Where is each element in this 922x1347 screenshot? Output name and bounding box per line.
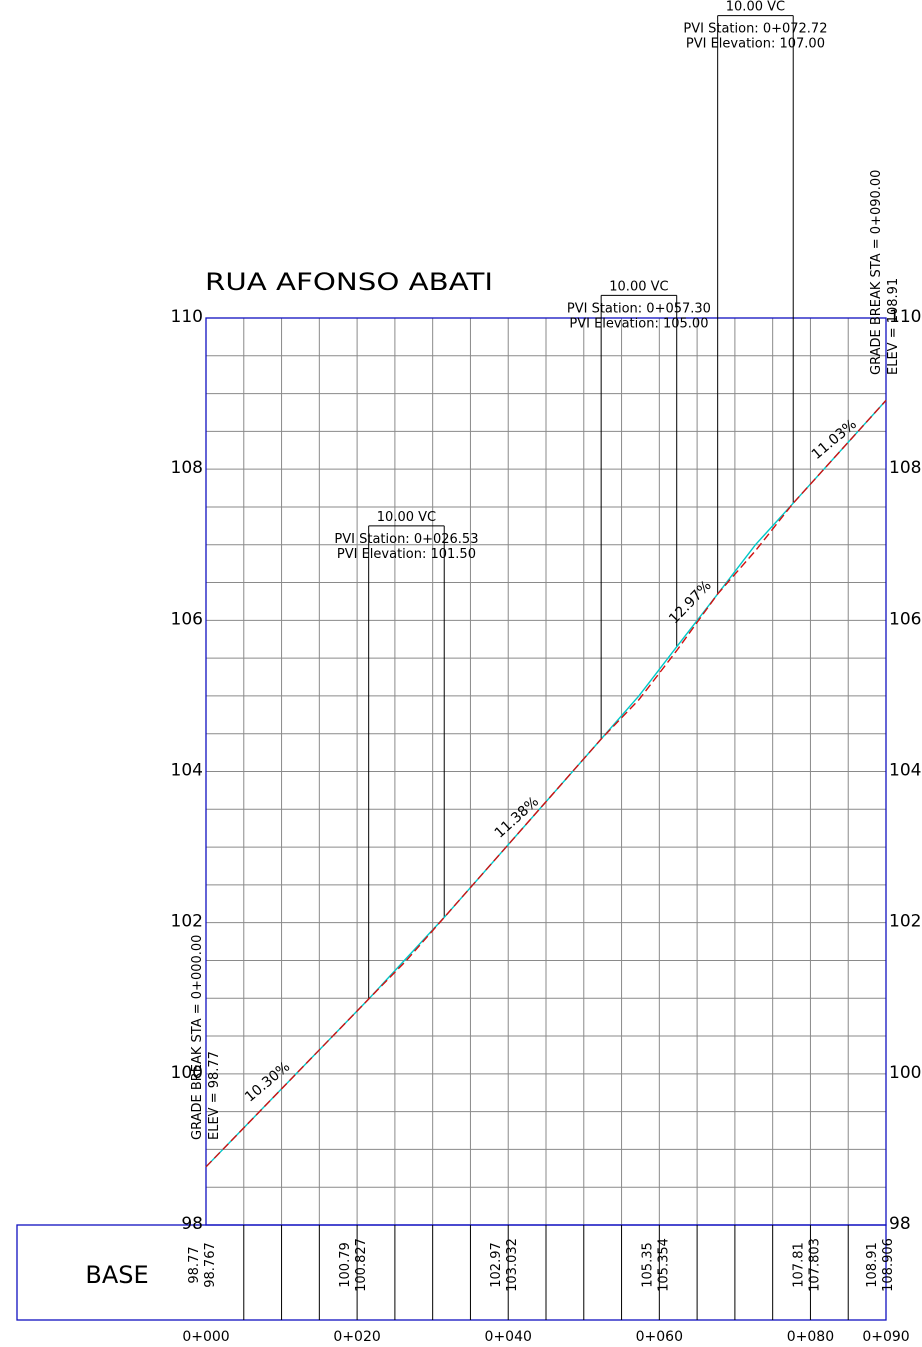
x-tick-label: 0+080 bbox=[787, 1329, 834, 1345]
y-tick-label-left: 106 bbox=[171, 609, 203, 629]
base-table: BASE 98.77 98.767 100.79 100.827 102.97 103.03… bbox=[16, 1224, 896, 1321]
pvi-station-label: PVI Station: 0+057.30 bbox=[567, 301, 711, 316]
y-tick-label-left: 108 bbox=[171, 458, 203, 478]
y-tick-label-left: 110 bbox=[171, 307, 203, 327]
vc-length-label: 10.00 VC bbox=[726, 0, 785, 15]
existing-ground-line bbox=[205, 399, 887, 1168]
axis-labels: 98 98 100 100 102 102 104 104 106 106 108 108 110 110… bbox=[171, 307, 922, 1345]
grade-break-station: GRADE BREAK STA = 0+090.00 bbox=[869, 170, 884, 375]
base-existing-value: 108.906 bbox=[881, 1238, 896, 1292]
profile-title: RUA AFONSO ABATI bbox=[205, 268, 493, 296]
base-existing-value: 107.803 bbox=[807, 1238, 822, 1292]
base-value-pair: 108.91 108.906 bbox=[865, 1238, 896, 1292]
vc-length-label: 10.00 VC bbox=[377, 510, 436, 525]
base-existing-value: 98.767 bbox=[203, 1242, 218, 1288]
x-tick-label: 0+060 bbox=[636, 1329, 683, 1345]
grade-break: GRADE BREAK STA = 0+090.00 ELEV = 108.91 bbox=[869, 170, 901, 375]
y-tick-label-right: 98 bbox=[889, 1214, 911, 1234]
base-value-pair: 107.81 107.803 bbox=[791, 1238, 822, 1292]
pvi-elevation-label: PVI Elevation: 105.00 bbox=[569, 316, 708, 331]
x-tick-label: 0+090 bbox=[862, 1329, 909, 1345]
pvi-elevation-label: PVI Elevation: 107.00 bbox=[686, 37, 825, 52]
y-tick-label-left: 100 bbox=[171, 1063, 203, 1083]
base-design-value: 100.79 bbox=[338, 1242, 353, 1288]
base-existing-value: 103.032 bbox=[505, 1238, 520, 1292]
base-design-value: 108.91 bbox=[865, 1242, 880, 1288]
y-tick-label-right: 110 bbox=[889, 307, 921, 327]
grid bbox=[205, 317, 887, 1226]
base-value-pair: 105.35 105.354 bbox=[640, 1238, 671, 1292]
base-value-pair: 98.77 98.767 bbox=[187, 1242, 218, 1288]
x-tick-label: 0+000 bbox=[182, 1329, 229, 1345]
pvi-elevation-label: PVI Elevation: 101.50 bbox=[337, 547, 476, 562]
base-table-frame bbox=[16, 1224, 887, 1321]
base-design-value: 98.77 bbox=[187, 1246, 202, 1283]
x-tick-label: 0+020 bbox=[333, 1329, 380, 1345]
grade-break-elevation: ELEV = 98.77 bbox=[207, 1051, 222, 1140]
base-label: BASE bbox=[85, 1261, 148, 1289]
pvi-station-label: PVI Station: 0+026.53 bbox=[334, 532, 478, 547]
base-value-pair: 100.79 100.827 bbox=[338, 1238, 369, 1292]
base-existing-value: 105.354 bbox=[656, 1238, 671, 1292]
grade-label: 11.03% bbox=[809, 416, 860, 463]
base-design-value: 105.35 bbox=[640, 1242, 655, 1288]
y-tick-label-right: 102 bbox=[889, 912, 921, 932]
y-tick-label-left: 102 bbox=[171, 912, 203, 932]
base-existing-value: 100.827 bbox=[354, 1238, 369, 1292]
base-design-value: 107.81 bbox=[791, 1242, 806, 1288]
grade-label: 10.30% bbox=[242, 1059, 293, 1106]
y-tick-label-left: 98 bbox=[181, 1214, 203, 1234]
y-tick-label-right: 104 bbox=[889, 761, 921, 781]
pvi-station-label: PVI Station: 0+072.72 bbox=[683, 22, 827, 37]
x-tick-label: 0+040 bbox=[485, 1329, 532, 1345]
y-tick-label-right: 100 bbox=[889, 1063, 921, 1083]
grade-label: 12.97% bbox=[666, 578, 715, 628]
base-design-value: 102.97 bbox=[489, 1242, 504, 1288]
grade-break-elevation: ELEV = 108.91 bbox=[886, 278, 901, 375]
grade-break: GRADE BREAK STA = 0+000.00 ELEV = 98.77 bbox=[190, 935, 222, 1140]
y-tick-label-right: 106 bbox=[889, 609, 921, 629]
y-tick-label-right: 108 bbox=[889, 458, 921, 478]
base-value-pair: 102.97 103.032 bbox=[489, 1238, 520, 1292]
y-tick-label-left: 104 bbox=[171, 761, 203, 781]
vc-length-label: 10.00 VC bbox=[609, 279, 668, 294]
design-profile-line bbox=[205, 399, 887, 1168]
grade-break-station: GRADE BREAK STA = 0+000.00 bbox=[190, 935, 205, 1140]
